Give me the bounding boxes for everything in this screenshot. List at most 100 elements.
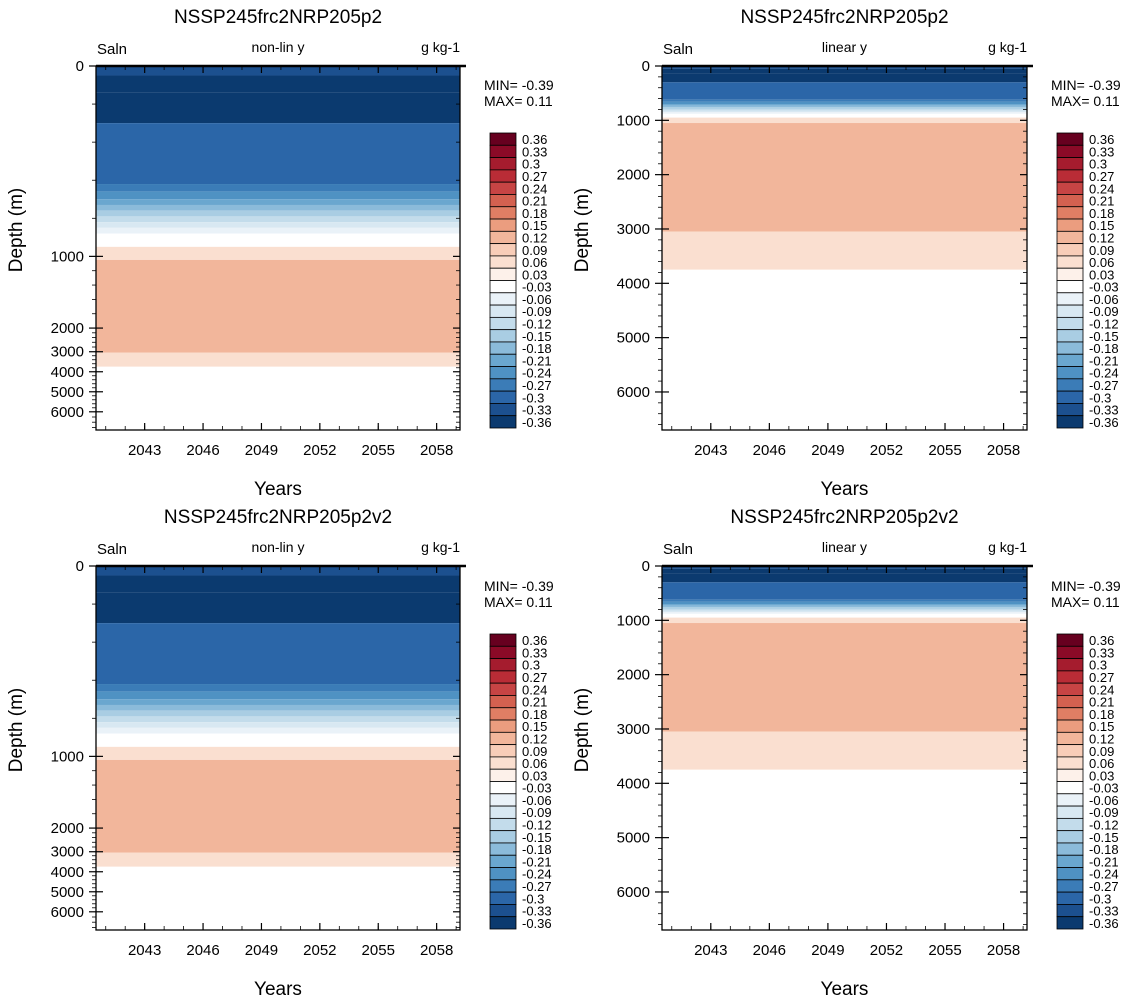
y-tick-label: 5000 bbox=[51, 384, 84, 401]
y-tick-label: 5000 bbox=[617, 330, 650, 347]
colorbar-swatch bbox=[489, 243, 517, 257]
contour-band bbox=[96, 759, 460, 853]
colorbar-swatch bbox=[1056, 218, 1084, 232]
x-tick-label: 2046 bbox=[753, 442, 786, 459]
colorbar-swatch bbox=[489, 230, 517, 245]
contour-band bbox=[96, 623, 460, 685]
colorbar-swatch bbox=[1056, 867, 1084, 881]
contour-band bbox=[662, 68, 1027, 74]
colorbar-swatch bbox=[489, 415, 517, 429]
x-tick-label: 2049 bbox=[245, 442, 278, 459]
contour-band bbox=[96, 66, 460, 76]
colorbar-swatch bbox=[489, 658, 517, 672]
contour-band bbox=[662, 601, 1027, 605]
colorbar-label: 0.21 bbox=[522, 695, 547, 710]
y-tick-label: 0 bbox=[642, 558, 650, 575]
colorbar: 0.360.330.30.270.240.210.180.150.120.090… bbox=[1056, 633, 1119, 931]
contour-band bbox=[662, 731, 1027, 770]
colorbar-label: 0.33 bbox=[1089, 144, 1114, 159]
colorbar-swatch bbox=[1056, 366, 1084, 380]
colorbar-label: 0.03 bbox=[1089, 768, 1114, 783]
contour-band bbox=[662, 604, 1027, 606]
colorbar-swatch bbox=[489, 292, 517, 306]
colorbar-swatch bbox=[489, 756, 517, 770]
x-tick-label: 2043 bbox=[128, 942, 161, 959]
contour-band bbox=[662, 269, 1027, 430]
contour-band bbox=[662, 617, 1027, 624]
contour-band bbox=[96, 716, 460, 723]
colorbar-label: -0.36 bbox=[1089, 916, 1119, 931]
colorbar-swatch bbox=[489, 645, 517, 659]
contour-layers bbox=[96, 66, 460, 430]
chart-title: NSSP245frc2NRP205p2 bbox=[174, 7, 382, 28]
x-tick-label: 2058 bbox=[987, 442, 1020, 459]
y-tick-label: 1000 bbox=[617, 112, 650, 129]
contour-band bbox=[662, 566, 1027, 569]
colorbar-label: -0.09 bbox=[1089, 304, 1119, 319]
y-axis-title: Depth (m) bbox=[572, 688, 593, 772]
colorbar-swatch bbox=[1056, 695, 1084, 709]
colorbar-swatch bbox=[1056, 329, 1084, 343]
contour-band bbox=[96, 727, 460, 734]
variable-label: Saln bbox=[663, 541, 693, 558]
contour-band bbox=[662, 568, 1027, 574]
colorbar-swatch bbox=[1056, 633, 1084, 647]
contour-band bbox=[96, 575, 460, 593]
colorbar-label: 0.12 bbox=[1089, 731, 1114, 746]
colorbar-swatch bbox=[1056, 243, 1084, 257]
colorbar: 0.360.330.30.270.240.210.180.150.120.090… bbox=[489, 132, 552, 430]
max-value: MAX= 0.11 bbox=[484, 594, 553, 610]
contour-band bbox=[96, 733, 460, 747]
contour-layers bbox=[662, 66, 1027, 430]
x-tick-label: 2052 bbox=[870, 942, 903, 959]
contour-band bbox=[96, 259, 460, 353]
colorbar-label: -0.12 bbox=[1089, 818, 1119, 833]
colorbar-label: -0.3 bbox=[522, 891, 544, 906]
contour-band bbox=[662, 582, 1027, 600]
colorbar-label: -0.09 bbox=[522, 805, 552, 820]
contour-band bbox=[662, 113, 1027, 118]
colorbar-label: 0.3 bbox=[522, 157, 540, 172]
y-tick-label: 2000 bbox=[617, 167, 650, 184]
x-axis-title: Years bbox=[821, 479, 869, 500]
colorbar-label: 0.24 bbox=[1089, 682, 1114, 697]
contour-band bbox=[96, 199, 460, 205]
colorbar-label: -0.12 bbox=[522, 317, 552, 332]
colorbar-swatch bbox=[489, 768, 517, 782]
colorbar-label: 0.33 bbox=[1089, 645, 1114, 660]
contour-band bbox=[662, 610, 1027, 613]
colorbar-label: -0.3 bbox=[522, 390, 544, 405]
chart-title: NSSP245frc2NRP205p2v2 bbox=[730, 507, 958, 528]
contour-band bbox=[662, 573, 1027, 583]
colorbar-label: -0.15 bbox=[522, 329, 552, 344]
colorbar-swatch bbox=[489, 805, 517, 819]
colorbar-swatch bbox=[489, 817, 517, 832]
colorbar-label: -0.33 bbox=[1089, 403, 1119, 418]
colorbar-label: 0.09 bbox=[1089, 243, 1114, 258]
y-tick-label: 0 bbox=[76, 58, 84, 75]
y-tick-label: 2000 bbox=[617, 667, 650, 684]
scale-label: non-lin y bbox=[252, 39, 305, 55]
colorbar-swatch bbox=[1056, 157, 1084, 171]
contour-band bbox=[96, 710, 460, 717]
units-label: g kg-1 bbox=[988, 39, 1027, 55]
colorbar-label: -0.33 bbox=[522, 904, 552, 919]
colorbar-swatch bbox=[489, 181, 517, 195]
colorbar-label: -0.06 bbox=[1089, 292, 1119, 307]
contour-band bbox=[96, 227, 460, 234]
y-tick-label: 4000 bbox=[617, 275, 650, 292]
colorbar-swatch bbox=[1056, 904, 1084, 918]
colorbar-label: 0.03 bbox=[522, 768, 547, 783]
colorbar-label: -0.03 bbox=[1089, 781, 1119, 796]
contour-band bbox=[96, 866, 460, 930]
colorbar-swatch bbox=[489, 731, 517, 746]
contour-band bbox=[662, 105, 1027, 108]
contour-band bbox=[662, 108, 1027, 111]
y-tick-label: 0 bbox=[76, 558, 84, 575]
colorbar-label: 0.36 bbox=[1089, 132, 1114, 147]
x-tick-label: 2046 bbox=[186, 942, 219, 959]
colorbar-swatch bbox=[1056, 756, 1084, 770]
y-tick-label: 2000 bbox=[51, 820, 84, 837]
contour-band bbox=[96, 722, 460, 728]
